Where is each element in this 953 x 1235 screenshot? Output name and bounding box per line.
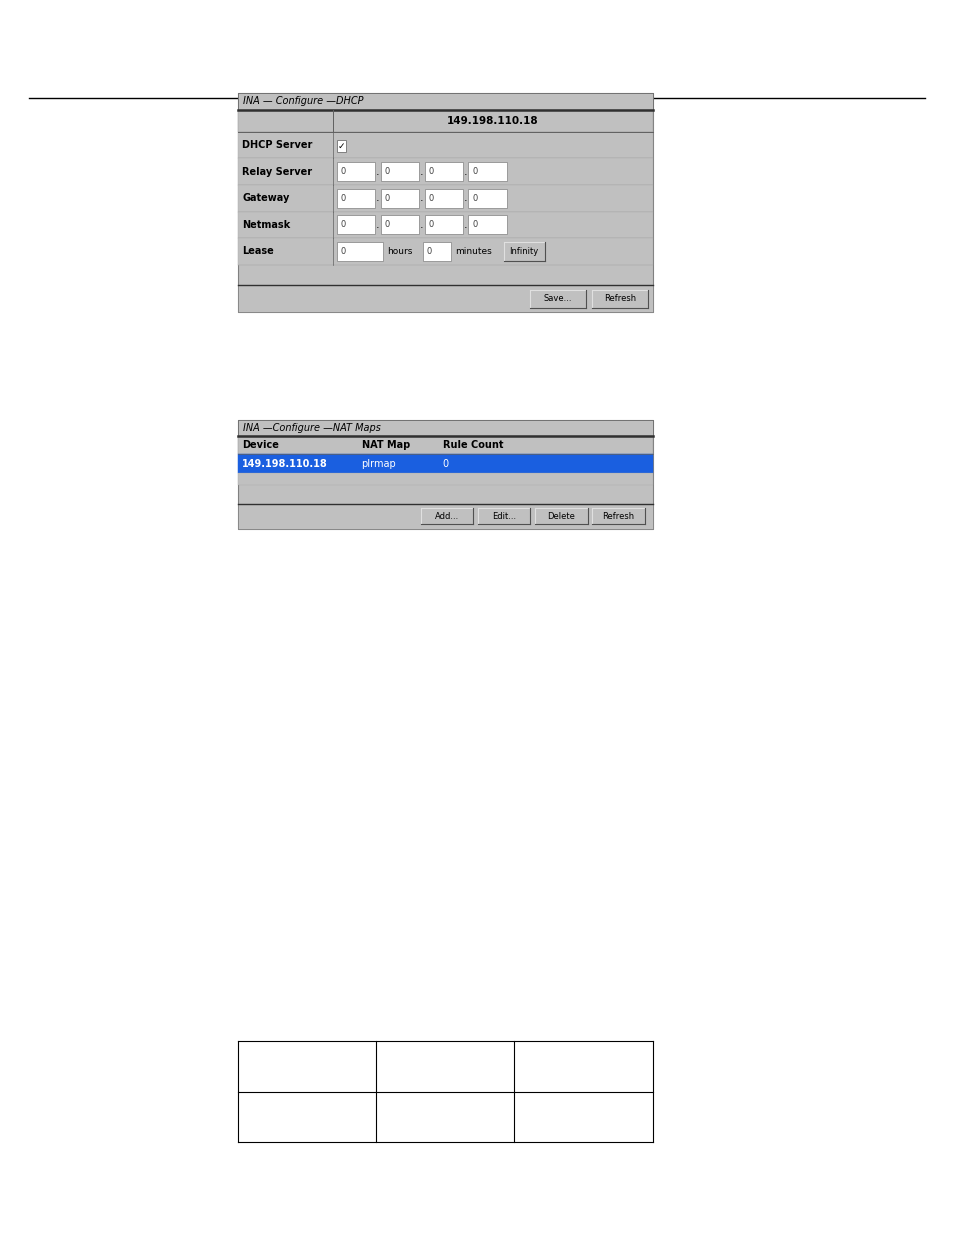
Text: Delete: Delete [547,511,575,521]
Bar [237,420,652,529]
Bar [237,420,652,436]
Text: .: . [419,194,423,204]
Bar [237,436,652,454]
Text: 0: 0 [428,167,434,177]
Text: pIrmap: pIrmap [361,458,395,469]
Bar [336,242,382,261]
Bar [237,185,652,211]
Text: .: . [375,220,379,230]
Text: 0: 0 [340,194,346,203]
Bar [336,162,375,182]
Bar [422,242,451,261]
Text: Device: Device [242,440,279,451]
Bar [468,215,506,235]
Text: INA —Configure —NAT Maps: INA —Configure —NAT Maps [243,422,381,433]
Text: .: . [375,167,379,177]
Text: 0: 0 [340,220,346,230]
Bar [424,215,462,235]
Text: 0: 0 [340,247,346,256]
Text: Refresh: Refresh [603,294,636,304]
Text: Save...: Save... [543,294,572,304]
Bar [592,509,644,525]
Bar [237,211,652,238]
Text: 0: 0 [428,194,434,203]
Bar [380,215,418,235]
Text: minutes: minutes [455,247,492,256]
Bar [336,215,375,235]
Text: 0: 0 [472,167,477,177]
Text: Rule Count: Rule Count [442,440,502,451]
Text: NAT Map: NAT Map [361,440,410,451]
Text: .: . [463,220,467,230]
Text: ✓: ✓ [337,142,345,151]
Bar [237,285,652,312]
Bar [336,189,375,207]
Bar [468,189,506,207]
Text: 0: 0 [472,194,477,203]
Text: Netmask: Netmask [242,220,291,230]
Text: Relay Server: Relay Server [242,167,313,177]
Bar [237,158,652,185]
Text: .: . [419,167,423,177]
Text: .: . [375,194,379,204]
Text: 0: 0 [340,167,346,177]
Text: Lease: Lease [242,247,274,257]
Bar [420,509,473,525]
Text: DHCP Server: DHCP Server [242,141,313,151]
Bar [237,110,652,132]
Text: 0: 0 [384,167,390,177]
Text: Edit...: Edit... [492,511,516,521]
Bar [424,162,462,182]
Text: 0: 0 [426,247,432,256]
Bar [535,509,587,525]
Bar [380,162,418,182]
Bar [530,290,585,309]
Text: 0: 0 [384,194,390,203]
Text: .: . [463,194,467,204]
Bar [336,140,346,152]
Bar [237,238,652,264]
Bar [237,504,652,529]
Text: Add...: Add... [435,511,458,521]
Text: INA — Configure —DHCP: INA — Configure —DHCP [243,96,363,106]
Text: 0: 0 [472,220,477,230]
Bar [237,132,652,158]
Bar [380,189,418,207]
Bar [237,454,652,473]
Bar [503,242,544,261]
Text: 149.198.110.18: 149.198.110.18 [446,116,538,126]
Bar [468,162,506,182]
Text: 0: 0 [442,458,448,469]
Bar [424,189,462,207]
Text: 0: 0 [384,220,390,230]
Text: .: . [463,167,467,177]
Text: 149.198.110.18: 149.198.110.18 [242,458,328,469]
Text: hours: hours [387,247,413,256]
Text: .: . [419,220,423,230]
Text: Refresh: Refresh [602,511,634,521]
Text: 0: 0 [428,220,434,230]
Text: Infinity: Infinity [509,247,538,256]
Bar [237,473,652,485]
Bar [592,290,647,309]
Bar [477,509,530,525]
Text: Gateway: Gateway [242,194,290,204]
Bar [237,93,652,110]
Bar [237,93,652,312]
